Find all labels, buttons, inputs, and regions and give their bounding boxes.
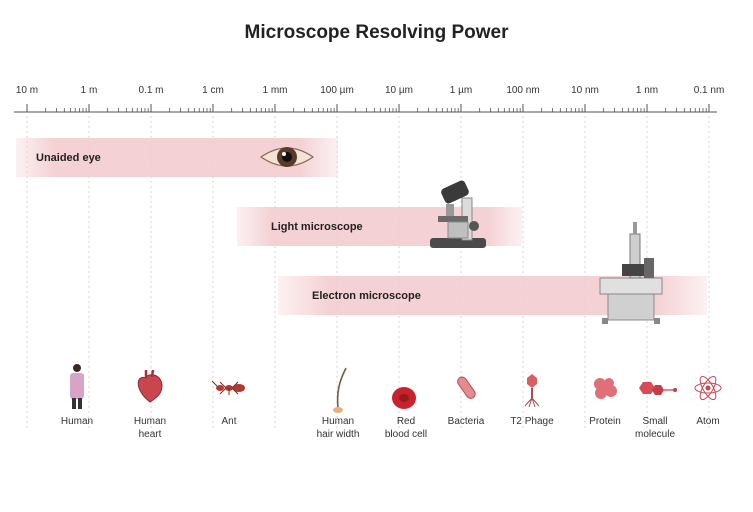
range-bands: Unaided eye Light microscope Electron micr…	[16, 138, 707, 324]
object-label-line: Red	[397, 416, 415, 427]
object-label-line: Small	[642, 416, 667, 427]
atom-icon	[694, 375, 722, 401]
range-band-electron-microscope: Electron microscope	[278, 222, 707, 324]
eye-icon	[259, 147, 315, 167]
object-small-molecule: Small molecule	[635, 382, 677, 440]
human-icon	[70, 364, 84, 409]
object-row: Human Human heart Ant Human hair width Red bloo…	[61, 364, 722, 440]
object-ant: Ant	[211, 380, 245, 427]
object-label-line: Human	[61, 416, 93, 427]
tick-label: 100 nm	[506, 85, 539, 96]
object-bacteria: Bacteria	[448, 376, 485, 427]
object-label-line: blood cell	[385, 429, 427, 440]
diagram-title: Microscope Resolving Power	[244, 22, 509, 43]
object-label-line: Ant	[221, 416, 236, 427]
red-blood-cell-icon	[392, 387, 416, 409]
object-protein: Protein	[589, 378, 621, 427]
heart-icon	[137, 369, 163, 403]
object-label-line: hair width	[317, 429, 360, 440]
object-label-line: molecule	[635, 429, 675, 440]
object-label: T2 Phage	[510, 416, 554, 427]
object-label: Red blood cell	[385, 416, 427, 440]
tick-label: 1 cm	[202, 85, 224, 96]
hair-icon	[333, 367, 347, 413]
object-label-line: Human	[322, 416, 354, 427]
object-human-heart: Human heart	[134, 369, 166, 440]
object-label: Atom	[696, 416, 719, 427]
light-microscope-icon	[430, 180, 486, 248]
tick-label: 100 µm	[320, 85, 354, 96]
tick-label: 0.1 nm	[694, 85, 725, 96]
object-red-blood-cell: Red blood cell	[385, 387, 427, 440]
small-molecule-icon	[639, 382, 677, 395]
object-label-line: Human	[134, 416, 166, 427]
object-atom: Atom	[694, 375, 722, 427]
ant-icon	[211, 380, 245, 395]
protein-icon	[594, 378, 617, 399]
tick-label: 10 µm	[385, 85, 413, 96]
object-human: Human	[61, 364, 93, 427]
object-label-line: Protein	[589, 416, 621, 427]
object-label: Bacteria	[448, 416, 485, 427]
tick-label: 10 nm	[571, 85, 599, 96]
range-band-label: Electron microscope	[312, 290, 421, 302]
object-human-hair-width: Human hair width	[317, 367, 360, 440]
object-label-line: Bacteria	[448, 416, 485, 427]
object-label: Protein	[589, 416, 621, 427]
tick-label: 1 µm	[450, 85, 472, 96]
object-label: Human heart	[134, 416, 166, 440]
range-band-unaided-eye: Unaided eye	[16, 138, 338, 177]
tick-label: 10 m	[16, 85, 38, 96]
phage-icon	[524, 374, 540, 408]
tick-label: 1 m	[81, 85, 98, 96]
tick-label: 1 nm	[636, 85, 658, 96]
range-band-light-microscope: Light microscope	[237, 180, 522, 248]
object-label-line: T2 Phage	[510, 416, 554, 427]
object-label: Human	[61, 416, 93, 427]
tick-label: 0.1 m	[138, 85, 163, 96]
object-label: Ant	[221, 416, 236, 427]
object-label: Human hair width	[317, 416, 360, 440]
object-t2-phage: T2 Phage	[510, 374, 554, 427]
scale-axis: 10 m 1 m 0.1 m 1 cm 1 mm 100 µm 10 µm 1 µm 100 n…	[14, 85, 725, 113]
object-label: Small molecule	[635, 416, 675, 440]
object-label-line: Atom	[696, 416, 719, 427]
bacteria-icon	[457, 376, 476, 399]
tick-label: 1 mm	[263, 85, 288, 96]
electron-microscope-icon	[599, 222, 663, 324]
range-band-label: Unaided eye	[36, 152, 101, 164]
range-band-label: Light microscope	[271, 221, 363, 233]
object-label-line: heart	[139, 429, 162, 440]
